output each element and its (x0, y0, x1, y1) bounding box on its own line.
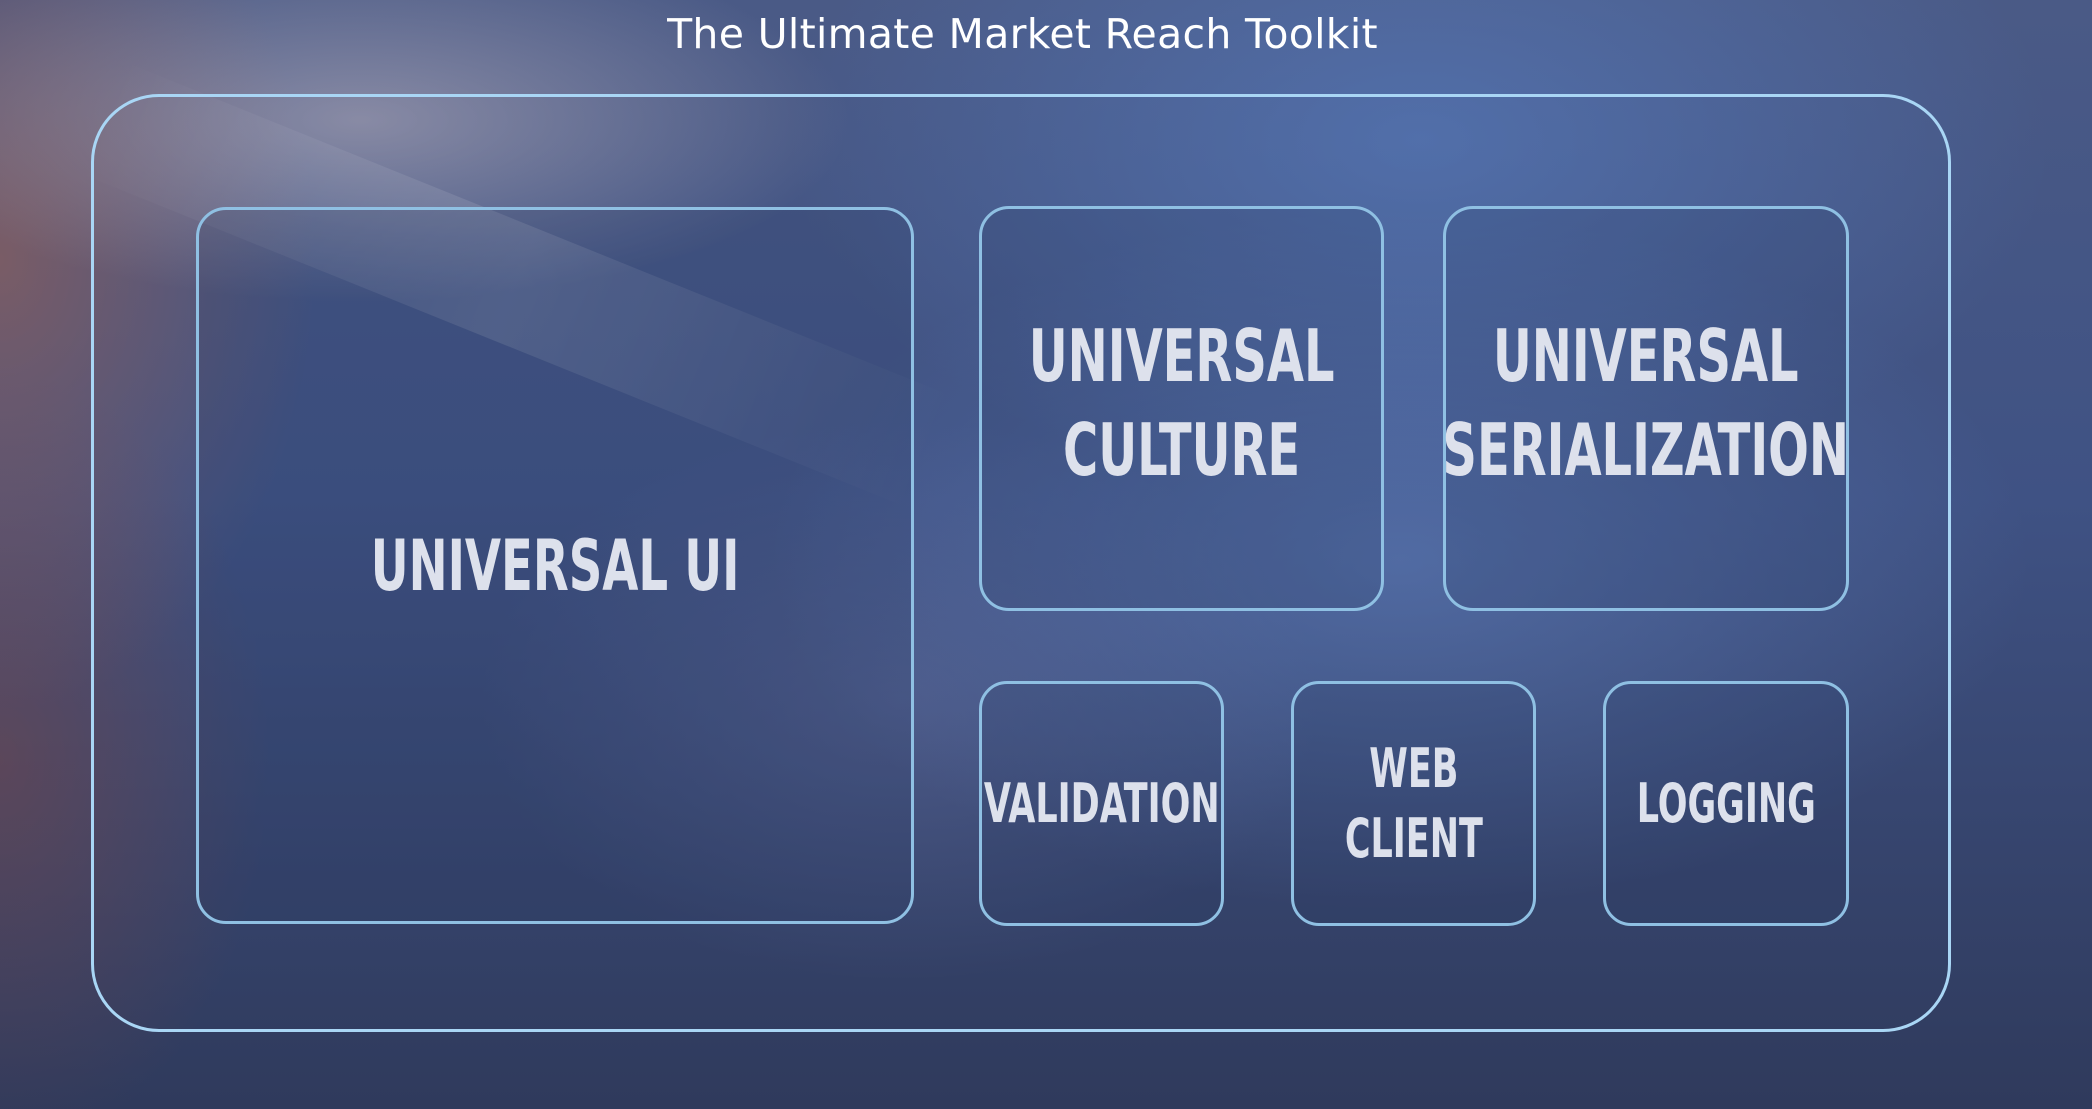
module-logging-label: LOGGING (1636, 771, 1816, 835)
diagram-title: The Ultimate Market Reach Toolkit (667, 10, 1378, 58)
module-universal-culture-label: UNIVERSAL CULTURE (1028, 313, 1335, 492)
module-universal-serialization-label: UNIVERSAL SERIALIZATION (1442, 313, 1850, 492)
module-web-client: WEB CLIENT (1291, 681, 1536, 926)
module-validation: VALIDATION (979, 681, 1224, 926)
module-web-client-label: WEB CLIENT (1344, 736, 1483, 870)
module-universal-ui: UNIVERSAL UI (196, 207, 914, 924)
module-universal-ui-label: UNIVERSAL UI (370, 524, 740, 607)
module-validation-label: VALIDATION (983, 771, 1220, 835)
module-universal-serialization: UNIVERSAL SERIALIZATION (1443, 206, 1849, 611)
module-logging: LOGGING (1603, 681, 1849, 926)
toolkit-container (91, 94, 1951, 1032)
module-universal-culture: UNIVERSAL CULTURE (979, 206, 1384, 611)
